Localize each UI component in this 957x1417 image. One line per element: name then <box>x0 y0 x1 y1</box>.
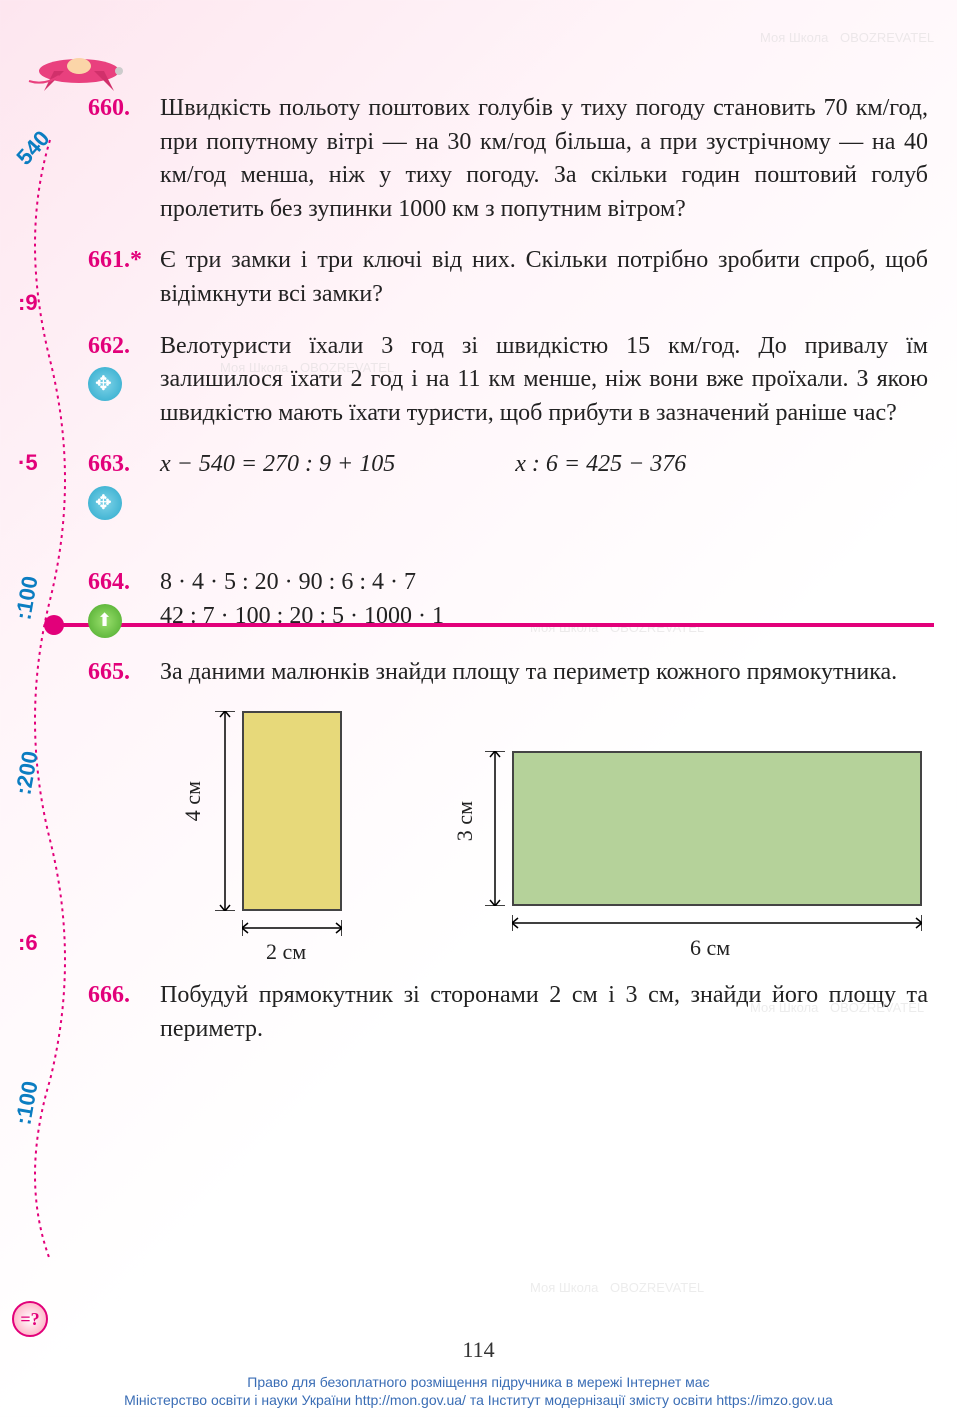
problem-number: 663. <box>88 451 130 477</box>
problem-text: Є три замки і три ключі від них. Скільки… <box>160 244 928 311</box>
problem-661: 661.* Є три замки і три ключі від них. С… <box>88 244 928 311</box>
dimension-label: 4 см <box>178 781 209 821</box>
green-rectangle <box>512 751 922 906</box>
margin-op: ·5 <box>18 450 38 476</box>
airplane-illustration <box>24 36 134 96</box>
yellow-rectangle <box>242 711 342 911</box>
problem-665: 665. За даними малюнків знайди площу та … <box>88 656 928 962</box>
rectangles-figure: 4 см 2 см <box>160 701 957 961</box>
expression-line: 42 : 7 · 100 : 20 : 5 · 1000 · 1 <box>160 600 928 634</box>
margin-op: :9 <box>18 290 38 316</box>
problem-666: 666. Побудуй прямокутник зі сторонами 2 … <box>88 979 928 1046</box>
problem-text: Побудуй прямокутник зі сторонами 2 см і … <box>160 979 928 1046</box>
dimension-label: 3 см <box>450 801 481 841</box>
equals-question-icon: =? <box>12 1301 48 1337</box>
problem-664: 664. 8 · 4 · 5 : 20 · 90 : 6 : 4 · 7 42 … <box>88 566 928 638</box>
problem-number: 664. <box>88 569 130 595</box>
watermark: OBOZREVATEL <box>840 30 934 45</box>
footer-copyright: Право для безоплатного розміщення підруч… <box>0 1373 957 1409</box>
problem-663: 663. x − 540 = 270 : 9 + 105 x : 6 = 425… <box>88 448 928 520</box>
puzzle-icon <box>88 486 122 520</box>
problem-662: 662. Велотуристи їхали 3 год зі швидкіст… <box>88 330 928 431</box>
problem-number: 661. <box>88 247 130 273</box>
problem-number: 662. <box>88 333 130 359</box>
footer-line: Право для безоплатного розміщення підруч… <box>0 1373 957 1391</box>
watermark: Моя Школа <box>760 30 828 45</box>
dimension-label: 2 см <box>266 937 306 968</box>
problem-660: 660. Швидкість польоту поштових голубів … <box>88 92 928 226</box>
equation: x − 540 = 270 : 9 + 105 <box>160 448 395 482</box>
green-rectangle-figure: 3 см 6 см <box>450 741 957 961</box>
arrow-up-icon <box>88 604 122 638</box>
expression-line: 8 · 4 · 5 : 20 · 90 : 6 : 4 · 7 <box>160 566 928 600</box>
equation: x : 6 = 425 − 376 <box>515 448 686 482</box>
page-content: 660. Швидкість польоту поштових голубів … <box>88 92 928 1064</box>
watermark: OBOZREVATEL <box>610 1280 704 1295</box>
yellow-rectangle-figure: 4 см 2 см <box>160 701 400 961</box>
problem-text: Велотуристи їхали 3 год зі швидкістю 15 … <box>160 330 928 431</box>
dimension-label: 6 см <box>690 933 730 964</box>
problem-text: За даними малюнків знайди площу та перим… <box>160 656 957 690</box>
watermark: Моя Школа <box>530 1280 598 1295</box>
footer-line: Міністерство освіти і науки України http… <box>0 1391 957 1409</box>
problem-text: Швидкість польоту поштових голубів у тих… <box>160 92 928 226</box>
puzzle-icon <box>88 367 122 401</box>
page-number: 114 <box>0 1337 957 1363</box>
star-icon: * <box>130 247 142 273</box>
problem-number: 660. <box>88 95 130 121</box>
problem-number: 665. <box>88 659 130 685</box>
problem-number: 666. <box>88 982 130 1008</box>
margin-op: :6 <box>18 930 38 956</box>
